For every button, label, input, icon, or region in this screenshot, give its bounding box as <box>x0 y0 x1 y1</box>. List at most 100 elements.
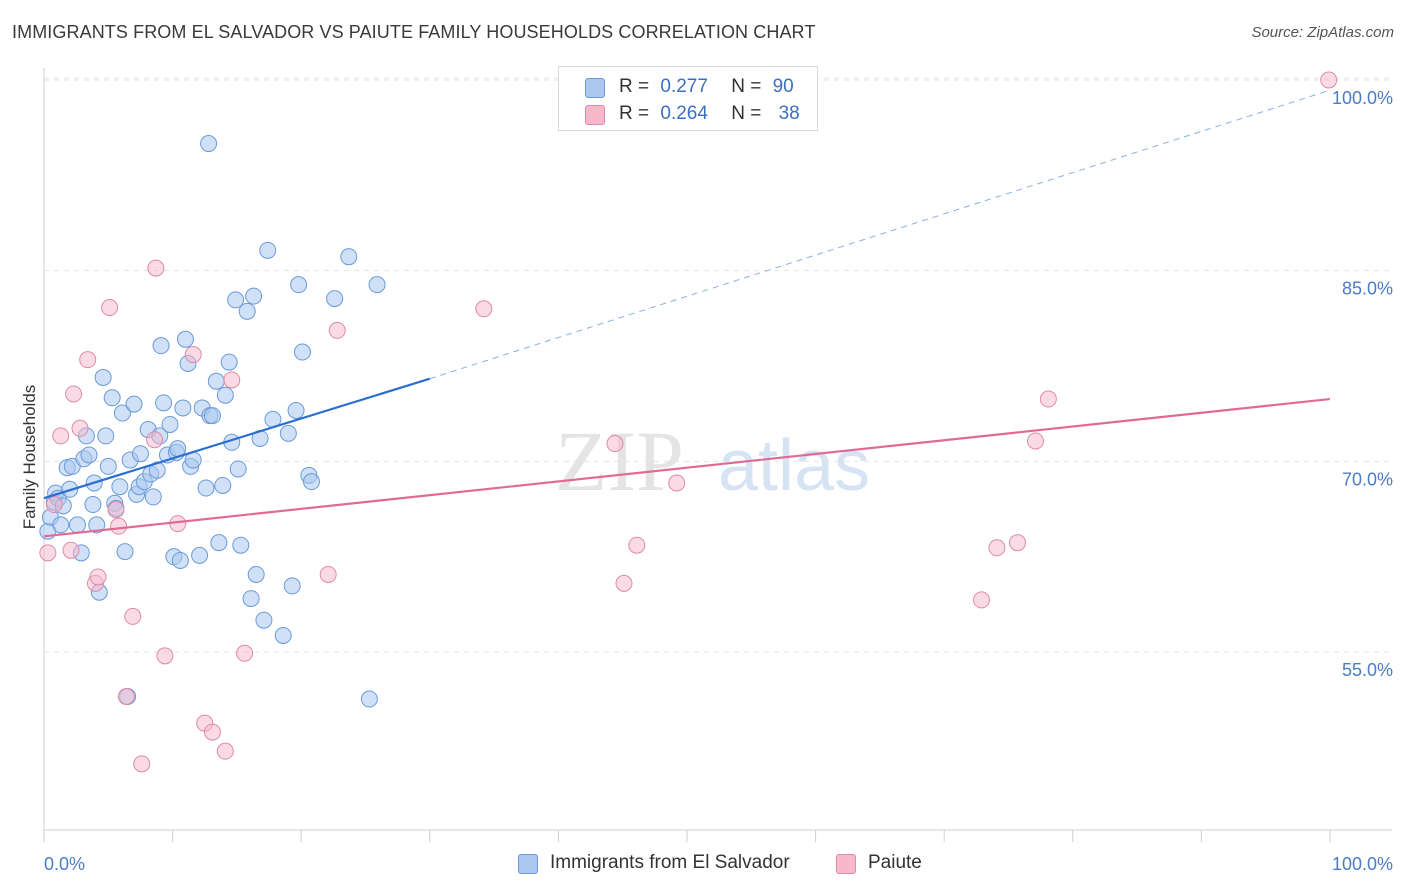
data-point-el-salvador <box>174 399 192 417</box>
data-point-paiute <box>65 385 83 403</box>
data-point-paiute <box>475 300 493 318</box>
data-point-paiute <box>988 539 1006 557</box>
data-point-paiute <box>133 755 151 773</box>
data-point-el-salvador <box>245 287 263 305</box>
data-point-el-salvador <box>97 427 115 445</box>
trend-lines <box>43 89 1331 538</box>
series-paiute-points <box>39 71 1338 773</box>
y-tick-label: 85.0% <box>1342 279 1393 299</box>
legend-r-label: R = <box>619 103 650 124</box>
data-point-paiute <box>216 742 234 760</box>
data-point-el-salvador <box>274 626 292 644</box>
data-point-el-salvador <box>290 276 308 294</box>
data-point-el-salvador <box>326 290 344 308</box>
data-point-paiute <box>628 536 646 554</box>
data-point-el-salvador <box>80 446 98 464</box>
data-point-el-salvador <box>247 565 265 583</box>
data-point-el-salvador <box>229 460 247 478</box>
data-point-el-salvador <box>283 577 301 595</box>
y-tick-label: 100.0% <box>1332 88 1393 108</box>
data-point-paiute <box>1027 432 1045 450</box>
data-point-paiute <box>236 644 254 662</box>
data-point-paiute <box>319 565 337 583</box>
data-point-paiute <box>89 568 107 586</box>
data-point-paiute <box>203 723 221 741</box>
data-point-paiute <box>1320 71 1338 89</box>
data-point-paiute <box>52 427 70 445</box>
data-point-el-salvador <box>155 394 173 412</box>
data-point-el-salvador <box>216 386 234 404</box>
legend-n-value: 38 <box>778 103 800 124</box>
data-point-el-salvador <box>144 488 162 506</box>
data-point-el-salvador <box>259 241 277 259</box>
data-point-el-salvador <box>200 135 218 153</box>
data-point-el-salvador <box>220 353 238 371</box>
data-point-paiute <box>328 321 346 339</box>
data-point-el-salvador <box>214 476 232 494</box>
data-point-paiute <box>45 496 63 514</box>
data-point-paiute <box>1039 390 1057 408</box>
axes <box>43 68 1392 842</box>
data-point-paiute <box>184 346 202 364</box>
data-point-paiute <box>223 371 241 389</box>
gridlines <box>44 77 1392 653</box>
data-point-el-salvador <box>84 496 102 514</box>
y-axis-title: Family Households <box>20 385 39 530</box>
data-point-paiute <box>124 607 142 625</box>
data-point-el-salvador <box>152 337 170 355</box>
data-point-el-salvador <box>203 407 221 425</box>
data-point-el-salvador <box>171 551 189 569</box>
data-point-el-salvador <box>99 457 117 475</box>
x-tick-label-min: 0.0% <box>44 854 85 874</box>
data-point-el-salvador <box>103 389 121 407</box>
data-point-paiute <box>1009 534 1027 552</box>
data-point-el-salvador <box>94 368 112 386</box>
data-point-paiute <box>62 541 80 559</box>
legend-r-value: 0.264 <box>660 103 708 124</box>
data-point-paiute <box>156 647 174 665</box>
data-point-el-salvador <box>287 401 305 419</box>
data-point-paiute <box>101 299 119 317</box>
data-point-paiute <box>110 517 128 535</box>
data-point-el-salvador <box>125 395 143 413</box>
data-point-el-salvador <box>207 372 225 390</box>
data-point-paiute <box>668 474 686 492</box>
data-point-paiute <box>147 259 165 277</box>
trend-line-paiute <box>43 397 1331 538</box>
chart-title: IMMIGRANTS FROM EL SALVADOR VS PAIUTE FA… <box>12 22 816 42</box>
x-tick-label-max: 100.0% <box>1332 854 1393 874</box>
data-point-el-salvador <box>242 590 260 608</box>
legend-n-value: 90 <box>772 76 794 97</box>
bottom-legend-swatch-pink <box>836 854 856 874</box>
data-point-paiute <box>79 351 97 369</box>
data-point-el-salvador <box>88 516 106 534</box>
data-point-paiute <box>39 544 57 562</box>
legend-n-label: N = <box>731 103 762 124</box>
series-el-salvador-points <box>39 135 386 708</box>
data-point-el-salvador <box>197 479 215 497</box>
data-point-el-salvador <box>279 424 297 442</box>
trend-line-el-salvador <box>43 377 431 500</box>
data-point-el-salvador <box>113 404 131 422</box>
bottom-legend-label-el-salvador: Immigrants from El Salvador <box>550 852 790 873</box>
data-point-el-salvador <box>255 611 273 629</box>
data-point-paiute <box>606 435 624 453</box>
source-credit: Source: ZipAtlas.com <box>1251 24 1394 41</box>
legend: R = 0.277 N = 90 R = 0.264 N = 38 <box>558 66 818 131</box>
data-point-el-salvador <box>340 248 358 266</box>
data-point-el-salvador <box>116 543 134 561</box>
watermark-atlas: atlas <box>718 426 870 506</box>
watermark: ZIP atlas <box>555 413 870 509</box>
legend-r-value: 0.277 <box>660 76 708 97</box>
y-tick-label: 70.0% <box>1342 469 1393 489</box>
legend-swatch-pink <box>585 105 605 125</box>
data-point-el-salvador <box>227 291 245 309</box>
data-point-el-salvador <box>191 546 209 564</box>
data-point-el-salvador <box>111 478 129 496</box>
tick-labels: 55.0% 70.0% 85.0% 100.0% 0.0% 100.0% <box>44 88 1393 874</box>
data-point-paiute <box>71 419 89 437</box>
legend-swatch-blue <box>585 78 605 98</box>
data-point-el-salvador <box>232 536 250 554</box>
data-point-paiute <box>146 431 164 449</box>
